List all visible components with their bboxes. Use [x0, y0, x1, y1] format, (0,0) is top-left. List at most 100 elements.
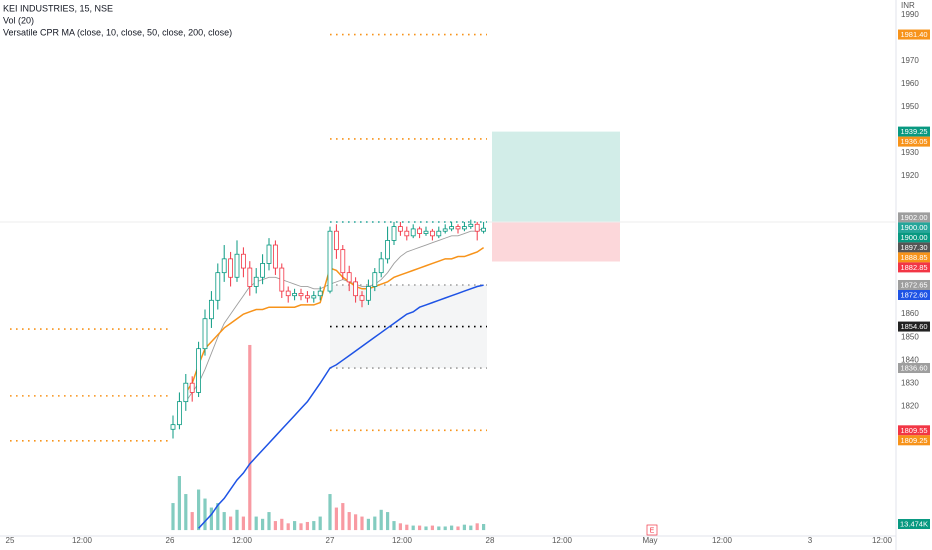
- candle-body: [253, 276, 259, 287]
- volume-bar: [392, 521, 396, 531]
- candle-body: [442, 228, 448, 232]
- candle-body: [215, 272, 221, 301]
- volume-bar: [418, 525, 422, 531]
- chart-title: KEI INDUSTRIES, 15, NSE: [3, 3, 113, 13]
- volume-bar: [293, 521, 297, 531]
- x-tick-label: 28: [486, 536, 495, 545]
- candle-body: [272, 244, 278, 269]
- candle-body: [449, 226, 455, 230]
- x-tick-label: 25: [6, 536, 15, 545]
- y-tick-label: 1960: [901, 79, 919, 88]
- candle-body: [279, 267, 285, 292]
- volume-bar: [190, 512, 194, 531]
- volume-bar: [456, 526, 460, 531]
- candle-body: [176, 401, 182, 426]
- candle-body: [221, 258, 227, 274]
- price-tag: [898, 126, 930, 137]
- price-tag: [898, 232, 930, 243]
- volume-bar: [411, 525, 415, 531]
- price-tag-label: 1936.05: [900, 137, 927, 146]
- volume-bar: [312, 521, 316, 531]
- price-tag-label: 1888.85: [900, 253, 927, 262]
- y-tick-label: 1820: [901, 401, 919, 410]
- volume-bar: [437, 526, 441, 531]
- candle-body: [247, 267, 253, 287]
- volume-bar: [373, 516, 377, 531]
- volume-bar: [328, 494, 332, 531]
- volume-bar: [209, 507, 213, 531]
- candle-body: [378, 258, 384, 274]
- y-tick-label: 1930: [901, 148, 919, 157]
- price-tag: [898, 363, 930, 374]
- x-tick-label: 26: [166, 536, 175, 545]
- volume-bar: [482, 524, 486, 531]
- candle-body: [260, 263, 266, 278]
- candle-body: [397, 226, 403, 232]
- price-tag-label: 1854.60: [900, 322, 927, 331]
- price-tag-label: 1939.25: [900, 127, 927, 136]
- x-tick-label: 12:00: [552, 536, 573, 545]
- candle-body: [285, 290, 291, 297]
- volume-bar: [379, 509, 383, 531]
- y-tick-label: 1850: [901, 332, 919, 341]
- y-tick-label: 1860: [901, 309, 919, 318]
- y-tick-label: 1970: [901, 56, 919, 65]
- price-tag-label: 1981.40: [900, 30, 927, 39]
- volume-bar: [280, 518, 284, 531]
- volume-bar: [184, 494, 188, 531]
- price-tag-label: 1872.65: [900, 280, 927, 289]
- x-tick-label: 12:00: [72, 536, 93, 545]
- volume-bar: [216, 503, 220, 531]
- volume-bar: [469, 525, 473, 531]
- price-tag-label: 1809.55: [900, 426, 927, 435]
- price-tag: [898, 279, 930, 290]
- indicator-legend: Versatile CPR MA (close, 10, close, 50, …: [3, 27, 232, 37]
- volume-bar: [398, 523, 402, 531]
- price-tag: [898, 252, 930, 263]
- candle-body: [317, 290, 323, 297]
- price-tag: [898, 222, 930, 233]
- price-tag-label: 1897.30: [900, 243, 927, 252]
- x-tick-label: 12:00: [232, 536, 253, 545]
- candle-body: [298, 292, 304, 297]
- candle-body: [292, 292, 298, 297]
- x-tick-label: May: [642, 536, 657, 545]
- candle-body: [423, 230, 429, 234]
- currency-label: INR: [901, 1, 915, 10]
- volume-bar: [171, 503, 175, 531]
- y-tick-label: 1920: [901, 171, 919, 180]
- candle-body: [234, 253, 240, 278]
- candle-body: [372, 272, 378, 287]
- candle-body: [461, 226, 467, 230]
- candle-body: [228, 258, 234, 278]
- volume-bar: [267, 512, 271, 531]
- earnings-marker: E: [650, 527, 655, 534]
- candle-body: [359, 295, 365, 301]
- candle-body: [196, 348, 202, 393]
- volume-bar: [241, 516, 245, 531]
- volume-bar: [299, 523, 303, 531]
- ma-line: [185, 227, 484, 402]
- candle-body: [183, 382, 189, 403]
- volume-bar: [177, 476, 181, 531]
- y-tick-label: 1840: [901, 355, 919, 364]
- candle-body: [304, 295, 310, 299]
- volume-bar: [354, 514, 358, 531]
- candle-body: [327, 230, 333, 292]
- x-tick-label: 12:00: [872, 536, 893, 545]
- target-zone: [492, 131, 620, 223]
- volume-bar: [347, 512, 351, 531]
- volume-bar: [386, 512, 390, 531]
- stop-zone: [492, 222, 620, 262]
- candle-body: [365, 286, 371, 301]
- price-tag: [898, 425, 930, 436]
- volume-bar: [334, 507, 338, 531]
- price-tag: [898, 519, 930, 530]
- price-tag: [898, 242, 930, 253]
- volume-bar: [235, 509, 239, 531]
- volume-bar: [475, 523, 479, 531]
- candle-body: [455, 226, 461, 230]
- candle-body: [311, 295, 317, 299]
- candle-body: [429, 230, 435, 237]
